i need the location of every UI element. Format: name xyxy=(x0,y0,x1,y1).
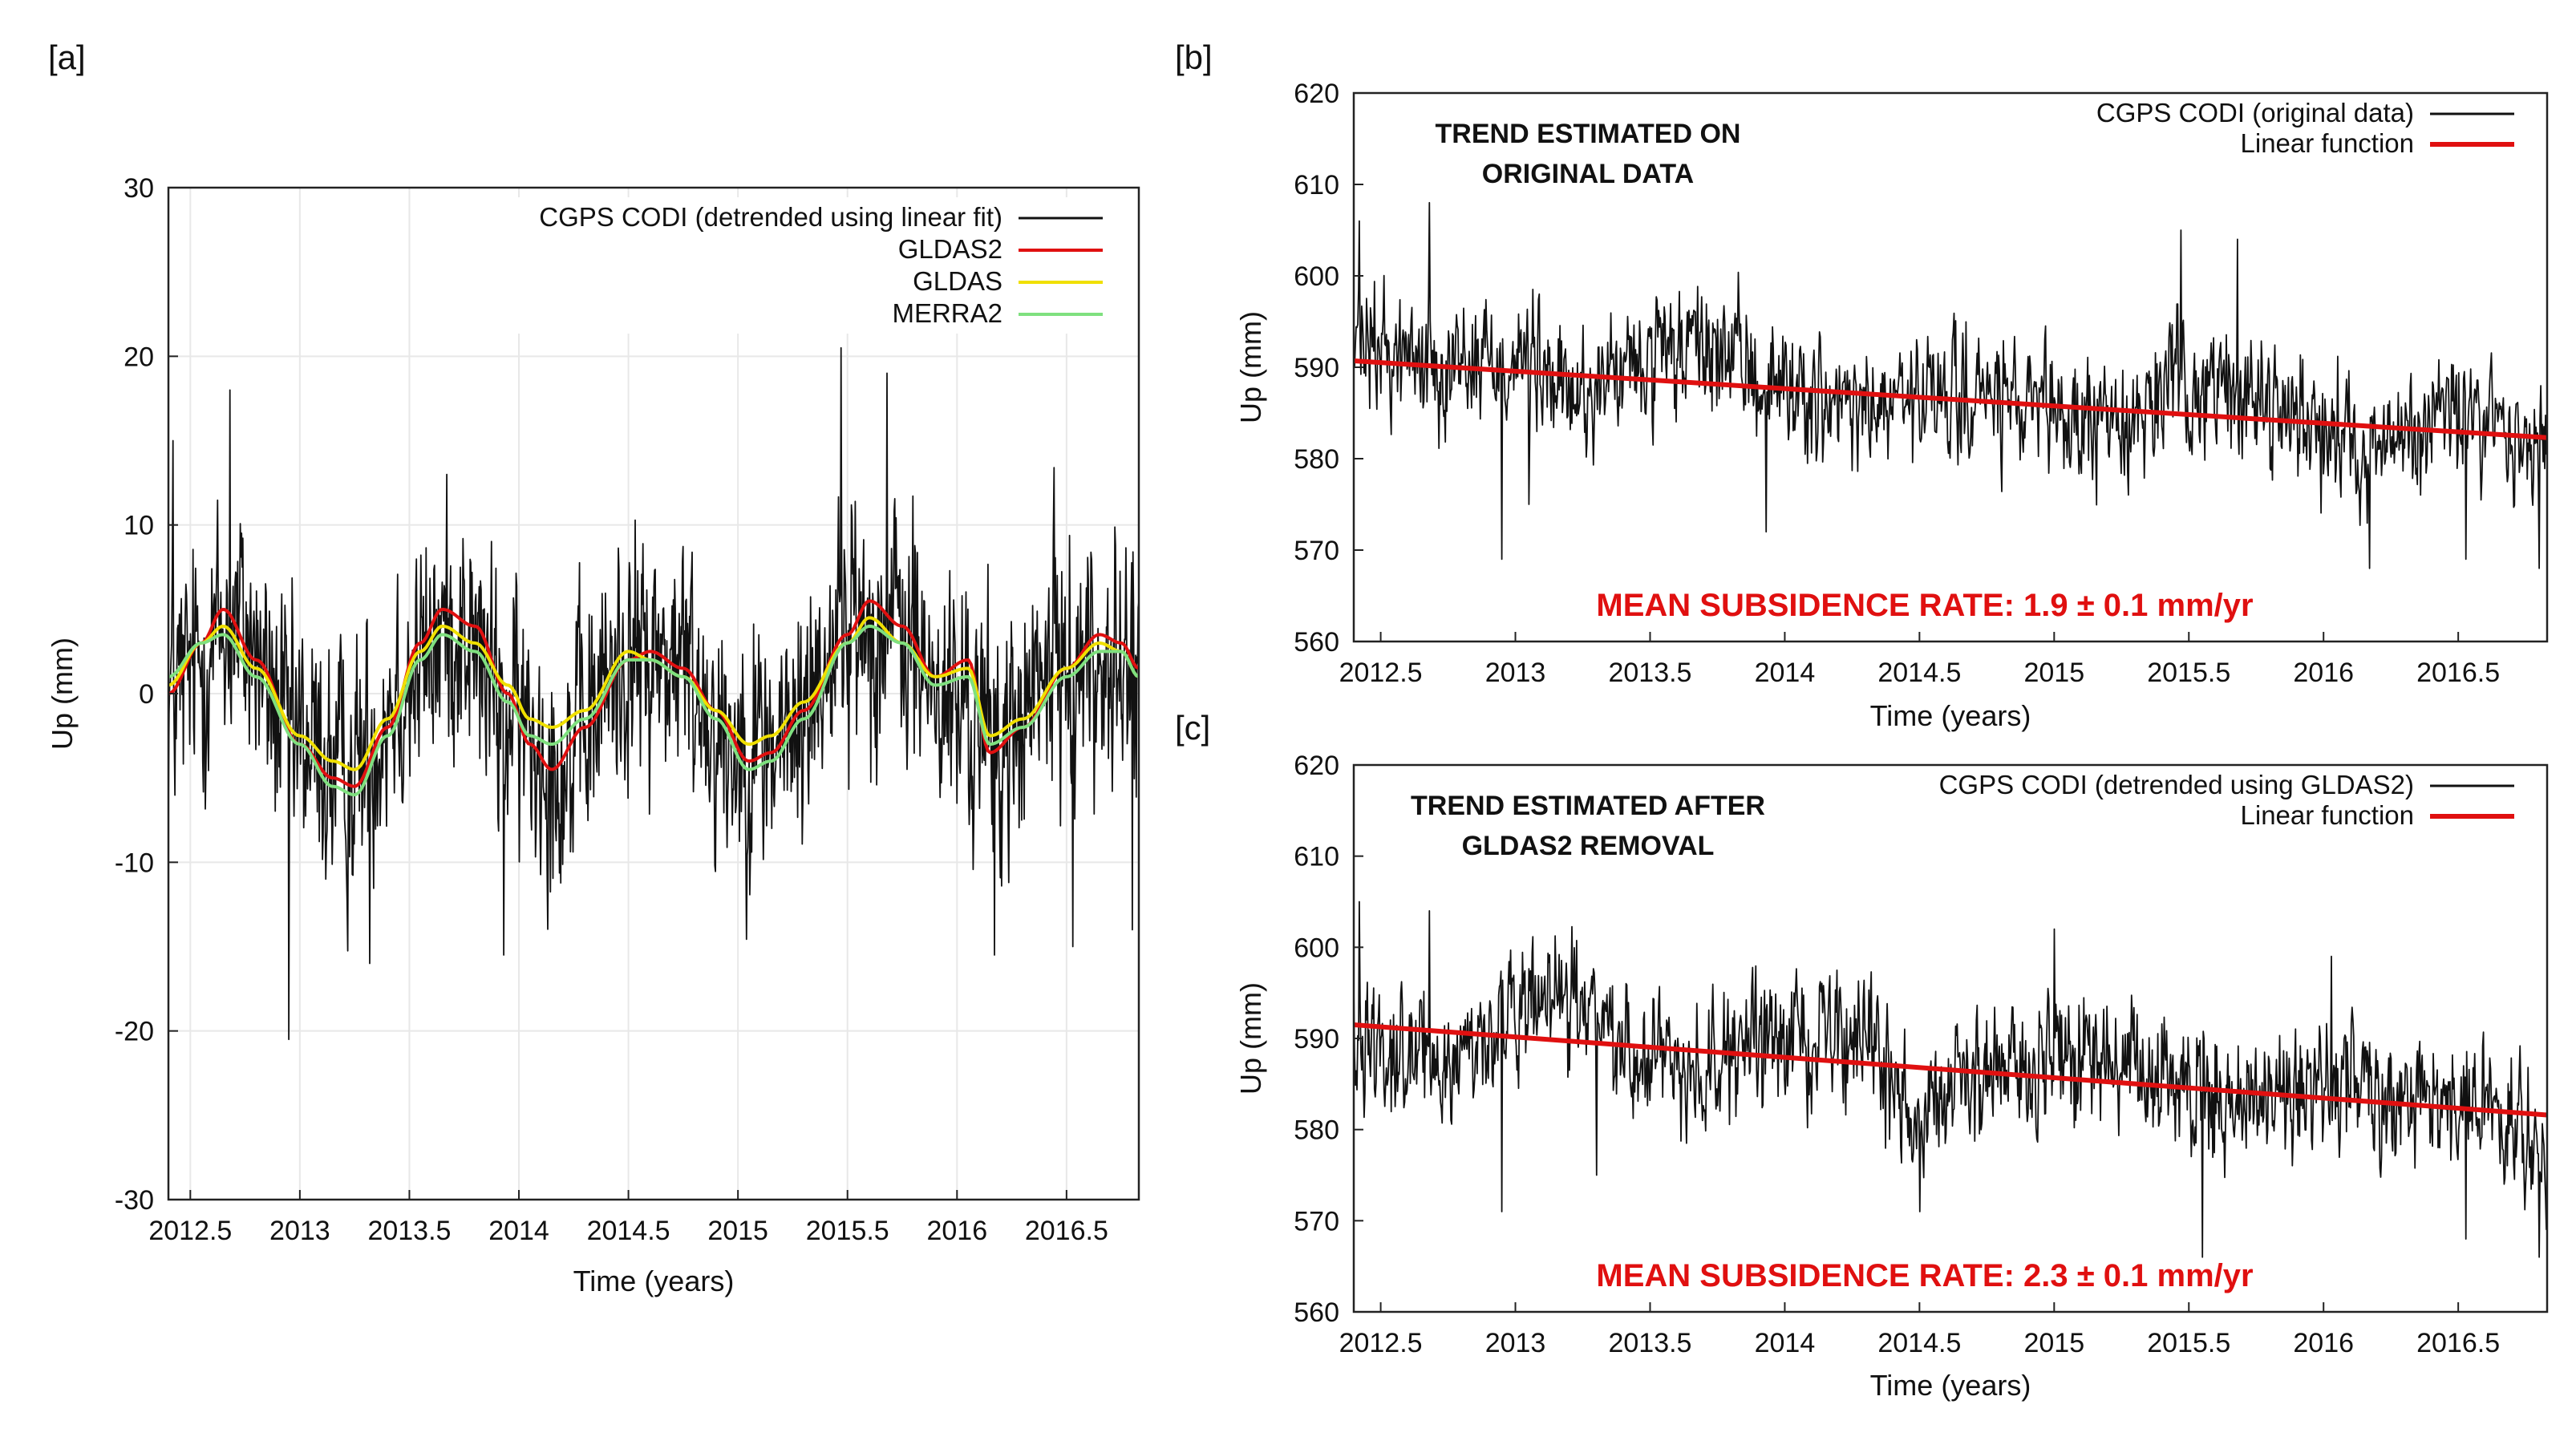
chart-c-x-ticks: 2012.5 2013 2013.5 2014 2014.5 2015 2015.5 2016… xyxy=(1339,1302,2500,1358)
chart-c-legend: CGPS CODI (detrended using GLDAS2) Linea… xyxy=(1901,768,2542,832)
legend-label-gldas2: GLDAS2 xyxy=(898,234,1002,264)
chart-a-ylabel: Up (mm) xyxy=(46,637,79,750)
chart-b-ytick-label-1: 570 xyxy=(1294,536,1339,566)
chart-b-box-title-line1: TREND ESTIMATED ON xyxy=(1436,119,1741,149)
chart-a-ytick-label-3: 0 xyxy=(139,679,154,710)
chart-c-xtick-label-4: 2014.5 xyxy=(1877,1328,1961,1358)
legend-label-linear-c: Linear function xyxy=(2241,800,2414,830)
chart-a-x-ticks: 2012.5 2013 2013.5 2014 2014.5 2015 2015.5 2016… xyxy=(148,1190,1108,1246)
chart-b-xtick-label-0: 2012.5 xyxy=(1339,658,1423,688)
chart-c-ylabel: Up (mm) xyxy=(1234,982,1267,1095)
chart-a-xtick-label-1: 2013 xyxy=(269,1216,330,1246)
chart-b-ytick-label-0: 560 xyxy=(1294,627,1339,658)
chart-a-ytick-label-6: 30 xyxy=(124,173,154,204)
chart-b-y-ticks: 560 570 580 590 600 610 620 xyxy=(1294,79,1363,658)
chart-b-xtick-label-7: 2016 xyxy=(2293,658,2354,688)
chart-b-ylabel: Up (mm) xyxy=(1234,311,1267,423)
chart-b-ytick-label-5: 610 xyxy=(1294,170,1339,200)
chart-a-xtick-label-2: 2013.5 xyxy=(367,1216,451,1246)
chart-b-ytick-label-6: 620 xyxy=(1294,79,1339,109)
legend-label-merra2: MERRA2 xyxy=(892,298,1002,328)
chart-c-box-title-line1: TREND ESTIMATED AFTER xyxy=(1411,791,1765,821)
chart-c-xtick-label-2: 2013.5 xyxy=(1608,1328,1691,1358)
chart-c-ytick-label-6: 620 xyxy=(1294,751,1339,781)
chart-b-xtick-label-8: 2016.5 xyxy=(2416,658,2500,688)
series-a-cgps-codi-detrended-using-linear-fit xyxy=(168,346,1139,1041)
legend-label-linear-b: Linear function xyxy=(2241,128,2414,158)
panel-label-b: [b] xyxy=(1175,38,1213,76)
chart-a-ytick-label-5: 20 xyxy=(124,342,154,372)
chart-b-box-title-line2: ORIGINAL DATA xyxy=(1482,159,1694,189)
chart-a-ytick-label-2: -10 xyxy=(115,848,154,878)
chart-c-rate-text: MEAN SUBSIDENCE RATE: 2.3 ± 0.1 mm/yr xyxy=(1596,1258,2253,1293)
chart-a-plot-area xyxy=(168,346,1139,1041)
chart-c-xtick-label-1: 2013 xyxy=(1485,1328,1546,1358)
chart-b-xtick-label-6: 2015.5 xyxy=(2147,658,2230,688)
series-b-linear-function xyxy=(1354,358,2547,440)
chart-a-legend: CGPS CODI (detrended using linear fit) G… xyxy=(449,197,1127,334)
chart-c-xtick-label-6: 2015.5 xyxy=(2147,1328,2230,1358)
chart-a-xtick-label-7: 2016 xyxy=(926,1216,987,1246)
chart-a: [a] 2012.5 2013 2013.5 2014 2014.5 2015 2015.5… xyxy=(46,38,1140,1297)
chart-c-ytick-label-2: 580 xyxy=(1294,1115,1339,1146)
chart-a-ytick-label-4: 10 xyxy=(124,511,154,541)
chart-c-plot-area xyxy=(1354,901,2547,1258)
chart-b-rate-text: MEAN SUBSIDENCE RATE: 1.9 ± 0.1 mm/yr xyxy=(1596,588,2253,623)
chart-c-ytick-label-4: 600 xyxy=(1294,933,1339,963)
chart-b-ytick-label-4: 600 xyxy=(1294,261,1339,292)
chart-b-ytick-label-2: 580 xyxy=(1294,444,1339,475)
chart-a-xtick-label-4: 2014.5 xyxy=(587,1216,670,1246)
chart-a-xtick-label-5: 2015 xyxy=(707,1216,768,1246)
chart-b-xtick-label-1: 2013 xyxy=(1485,658,1546,688)
chart-b-xtick-label-4: 2014.5 xyxy=(1877,658,1961,688)
chart-b-box-title: TREND ESTIMATED ON ORIGINAL DATA xyxy=(1436,119,1741,189)
chart-c-xtick-label-5: 2015 xyxy=(2023,1328,2084,1358)
chart-a-ytick-label-1: -20 xyxy=(115,1017,154,1047)
legend-label-cgps-a: CGPS CODI (detrended using linear fit) xyxy=(539,202,1002,232)
chart-c-box-title: TREND ESTIMATED AFTER GLDAS2 REMOVAL xyxy=(1411,791,1765,861)
chart-b-xtick-label-3: 2014 xyxy=(1755,658,1816,688)
chart-c-box-title-line2: GLDAS2 REMOVAL xyxy=(1462,831,1715,861)
chart-b-x-ticks: 2012.5 2013 2013.5 2014 2014.5 2015 2015.5 2016… xyxy=(1339,632,2500,688)
chart-c-ytick-label-3: 590 xyxy=(1294,1024,1339,1054)
chart-b-xlabel: Time (years) xyxy=(1870,699,2031,732)
chart-c-legend-bg xyxy=(1901,768,2542,832)
panel-label-c: [c] xyxy=(1175,709,1210,747)
panel-label-a: [a] xyxy=(48,38,86,76)
series-b-cgps-codi-original-data xyxy=(1354,201,2547,569)
chart-c-y-ticks: 560 570 580 590 600 610 620 xyxy=(1294,751,1363,1328)
chart-b-ytick-label-3: 590 xyxy=(1294,353,1339,383)
chart-c-xlabel: Time (years) xyxy=(1870,1369,2031,1402)
series-a-merra2 xyxy=(168,624,1139,797)
series-c-linear-function xyxy=(1354,1022,2547,1118)
chart-b-plot-area xyxy=(1354,201,2547,569)
chart-c-ytick-label-1: 570 xyxy=(1294,1206,1339,1236)
chart-b-xtick-label-5: 2015 xyxy=(2023,658,2084,688)
chart-a-xtick-label-3: 2014 xyxy=(488,1216,549,1246)
chart-c-xtick-label-7: 2016 xyxy=(2293,1328,2354,1358)
chart-b-xtick-label-2: 2013.5 xyxy=(1608,658,1691,688)
chart-c-ytick-label-5: 610 xyxy=(1294,842,1339,872)
legend-label-cgps-c: CGPS CODI (detrended using GLDAS2) xyxy=(1939,770,2414,799)
chart-c-ytick-label-0: 560 xyxy=(1294,1297,1339,1328)
chart-a-xtick-label-0: 2012.5 xyxy=(148,1216,232,1246)
chart-a-y-ticks: -30 -20 -10 0 10 20 30 xyxy=(115,173,178,1216)
chart-c: [c] 2012.5 2013 2013.5 2014 2014.5 2015 2015.5… xyxy=(1175,709,2549,1402)
chart-a-ytick-label-0: -30 xyxy=(115,1185,154,1216)
chart-b: [b] 2012.5 2013 2013.5 2014 2014.5 2015 2015.5… xyxy=(1175,38,2549,732)
series-c-cgps-codi-detrended-using-gldas2 xyxy=(1354,901,2547,1258)
chart-b-legend-bg xyxy=(2053,96,2542,160)
chart-c-xtick-label-3: 2014 xyxy=(1755,1328,1816,1358)
chart-c-xtick-label-0: 2012.5 xyxy=(1339,1328,1423,1358)
chart-a-legend-bg xyxy=(449,197,1127,334)
chart-a-xtick-label-6: 2015.5 xyxy=(806,1216,889,1246)
chart-a-xtick-label-8: 2016.5 xyxy=(1025,1216,1108,1246)
chart-c-xtick-label-8: 2016.5 xyxy=(2416,1328,2500,1358)
legend-label-cgps-b: CGPS CODI (original data) xyxy=(2096,98,2414,127)
chart-a-xlabel: Time (years) xyxy=(573,1265,735,1297)
legend-label-gldas: GLDAS xyxy=(913,266,1002,296)
chart-b-legend: CGPS CODI (original data) Linear functio… xyxy=(2053,96,2542,160)
